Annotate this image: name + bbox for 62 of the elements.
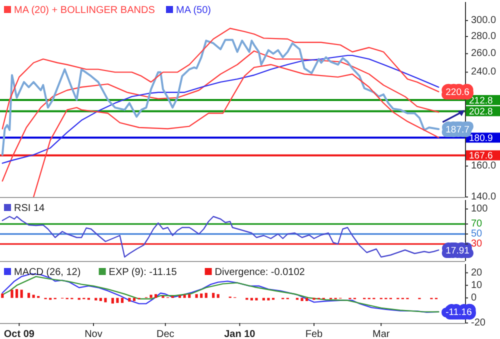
bar (132, 298, 136, 302)
bar (150, 294, 152, 298)
bar (32, 294, 35, 298)
bar (15, 289, 18, 298)
y-tick-label: 280.0 (471, 31, 496, 42)
y-tick-label: 10 (471, 280, 483, 291)
y-tick-label: 70 (471, 218, 483, 230)
legend-label: EXP (9): -11.15 (108, 267, 178, 278)
y-tick-label: 140.0 (471, 192, 496, 202)
bar (195, 294, 198, 298)
bar (300, 298, 304, 302)
bar (250, 298, 253, 300)
bar (27, 292, 30, 298)
bar (1, 294, 4, 298)
bar (104, 298, 107, 302)
ref-line-label: 167.6 (469, 150, 493, 162)
line-series (2, 28, 440, 130)
x-tick-label: Oct 09 (4, 329, 35, 339)
line-series (2, 216, 440, 258)
line-series (1, 38, 440, 156)
bar (120, 298, 124, 303)
bar (128, 298, 131, 302)
bar (20, 290, 23, 298)
x-tick-label: Nov (84, 329, 102, 339)
bar (99, 298, 102, 302)
bar (183, 294, 186, 298)
bar (204, 292, 208, 298)
line-series (2, 54, 440, 164)
bar (212, 292, 215, 298)
bar (267, 298, 270, 300)
x-tick-label: Jan 10 (224, 329, 256, 339)
bar (10, 290, 14, 298)
bar (200, 294, 203, 298)
ref-line-label: 202.8 (469, 106, 493, 118)
bar (255, 298, 258, 300)
bar (306, 298, 308, 302)
line-series (32, 64, 440, 197)
y-tick-label: 50 (471, 228, 483, 240)
legend-label: MA (20) + BOLLINGER BANDS (14, 5, 156, 16)
y-tick-label: 260.0 (471, 48, 496, 60)
bar (262, 298, 265, 300)
x-tick-label: Dec (156, 329, 174, 339)
bar (111, 298, 114, 304)
y-tick-label: 30 (471, 238, 483, 250)
x-tick-label: Mar (372, 329, 390, 339)
y-tick-label: 160.0 (471, 160, 496, 172)
legend-label: Divergence: -0.0102 (214, 267, 306, 278)
y-tick-label: 20 (471, 267, 483, 278)
y-tick-label: 300.0 (471, 15, 496, 26)
bar (188, 294, 191, 298)
legend-label: MA (50) (176, 5, 212, 16)
bar (178, 295, 182, 298)
bar (116, 298, 119, 303)
y-tick-label: 100 (471, 204, 488, 214)
legend-label: RSI 14 (14, 203, 46, 214)
bar (154, 294, 158, 298)
bar (94, 298, 98, 300)
y-tick-label: 0 (471, 292, 477, 304)
x-tick-label: Feb (305, 329, 324, 339)
line-series (2, 50, 440, 182)
y-tick-label: 240.0 (471, 66, 496, 78)
bar (216, 294, 220, 298)
